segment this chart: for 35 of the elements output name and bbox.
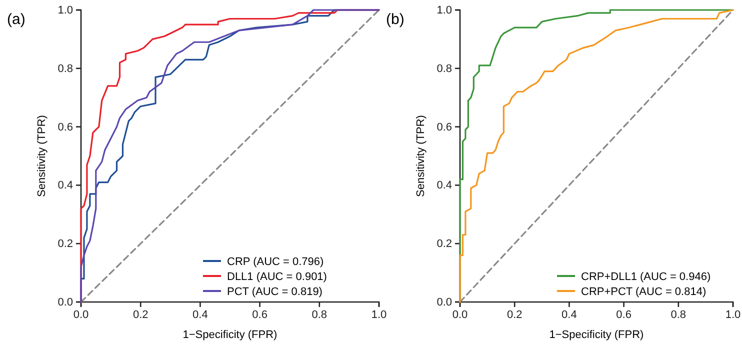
y-tick-label: 0.8 [436, 62, 452, 75]
y-tick-label: 0.0 [58, 296, 73, 309]
y-tick-label: 0.2 [58, 238, 73, 250]
legend-label: PCT (AUC = 0.819) [227, 286, 322, 298]
x-tick-label: 1.0 [725, 308, 741, 321]
x-axis-title: 1−Specificity (FPR) [182, 329, 278, 341]
x-tick-label: 0.0 [452, 308, 468, 321]
y-tick-label: 0.0 [436, 296, 452, 309]
x-tick-label: 0.8 [312, 308, 328, 321]
y-tick-label: 0.4 [436, 180, 452, 192]
x-tick-label: 1.0 [371, 308, 387, 321]
y-axis-title: Sensitivity (TPR) [36, 115, 48, 197]
y-tick-label: 0.4 [58, 180, 73, 192]
y-tick-label: 0.8 [58, 62, 73, 75]
x-tick-label: 0.6 [616, 308, 632, 321]
y-tick-label: 0.2 [436, 238, 452, 250]
x-tick-label: 0.2 [506, 308, 522, 321]
chart-title: (b) [386, 11, 404, 28]
legend-label: CRP (AUC = 0.796) [227, 256, 324, 268]
x-tick-label: 0.2 [132, 308, 148, 321]
x-tick-label: 0.6 [252, 308, 268, 321]
x-tick-label: 0.4 [562, 308, 577, 321]
y-tick-label: 1.0 [436, 4, 452, 17]
x-tick-label: 0.4 [192, 308, 208, 321]
x-tick-label: 0.8 [670, 308, 686, 321]
y-axis-title: Sensitivity (TPR) [415, 115, 427, 197]
x-tick-label: 0.0 [73, 308, 89, 321]
x-axis-title: 1−Specificity (FPR) [549, 329, 644, 341]
y-tick-label: 0.6 [58, 121, 73, 134]
legend-label: CRP+DLL1 (AUC = 0.946) [581, 271, 711, 283]
y-tick-label: 0.6 [436, 121, 452, 134]
chart-title: (a) [7, 11, 26, 28]
y-tick-label: 1.0 [58, 4, 73, 17]
legend-label: DLL1 (AUC = 0.901) [227, 271, 327, 283]
legend-label: CRP+PCT (AUC = 0.814) [581, 286, 706, 298]
